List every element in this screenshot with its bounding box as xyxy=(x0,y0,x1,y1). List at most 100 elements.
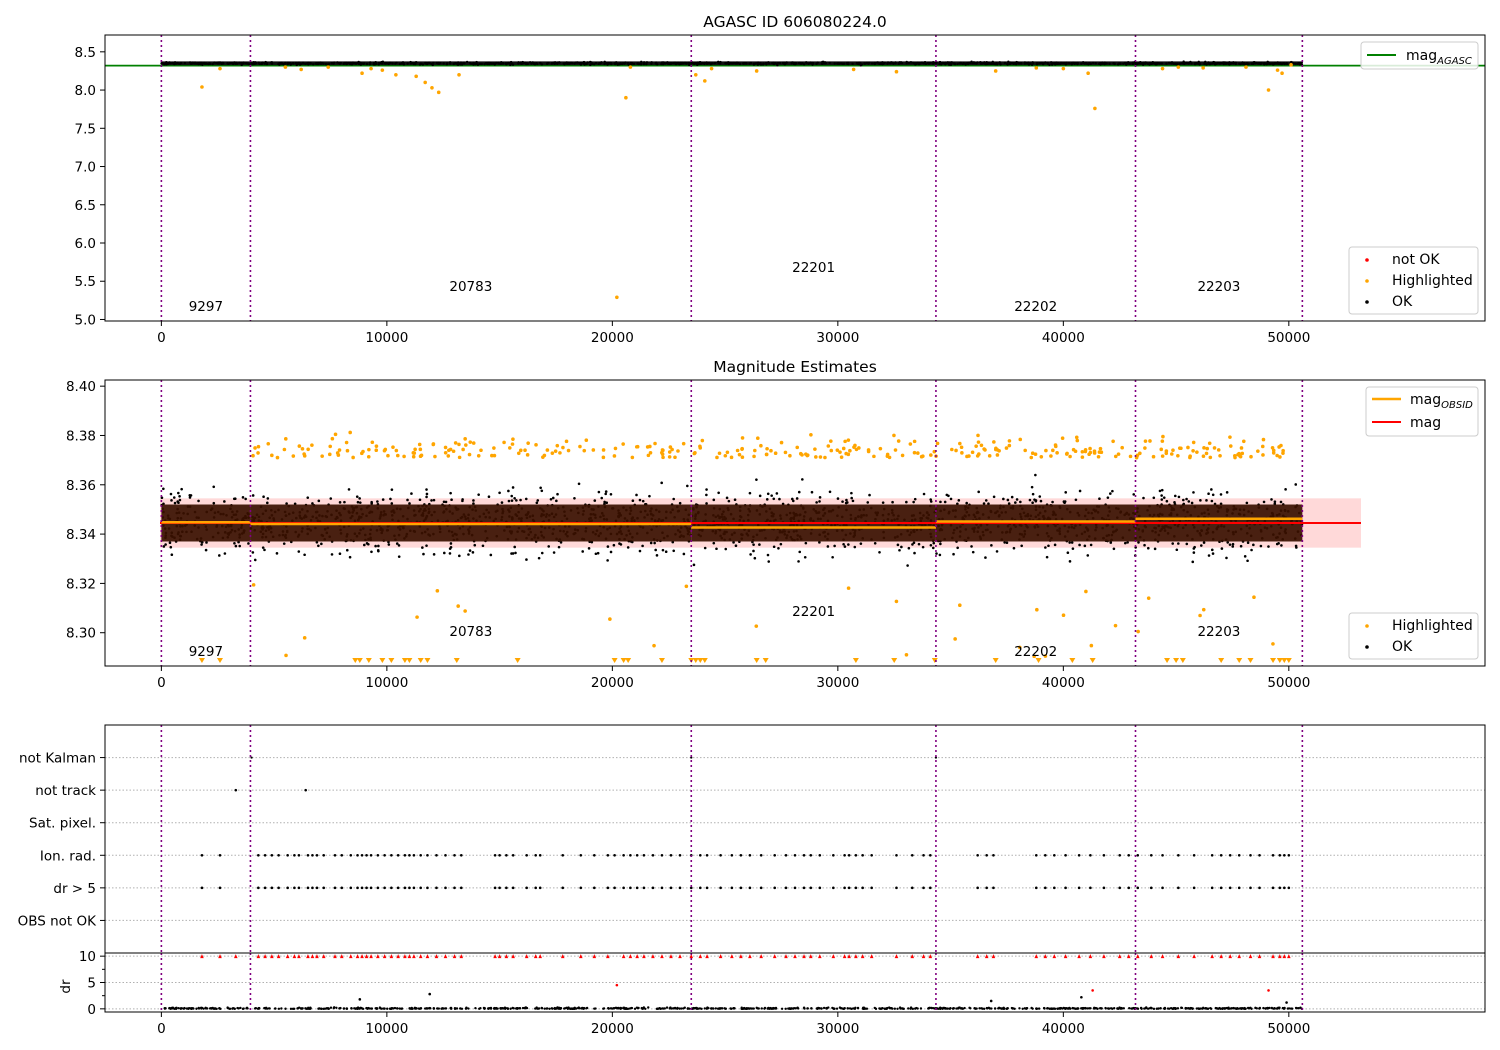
dr-ok-point xyxy=(633,1007,637,1010)
dr-ok-point xyxy=(202,1007,205,1010)
ok-point xyxy=(1031,492,1035,496)
dr-gt-5-point xyxy=(459,886,463,890)
dr-ok-point xyxy=(820,1007,823,1010)
ok-point xyxy=(593,499,597,502)
ok-point xyxy=(882,61,885,65)
dr-ok-point xyxy=(245,1007,248,1010)
ok-point xyxy=(870,62,874,65)
highlighted-point xyxy=(1143,439,1148,443)
highlighted-point xyxy=(648,450,653,455)
dr-ok-point xyxy=(173,1007,177,1010)
ok-point xyxy=(687,61,690,64)
ion-rad-point xyxy=(1287,853,1291,857)
dr-gt-5-point xyxy=(928,886,932,890)
y-tick-label: 8.0 xyxy=(75,83,96,99)
ok-point xyxy=(329,497,333,500)
ok-point xyxy=(353,61,356,65)
dr-ok-point xyxy=(856,1006,860,1010)
ok-point xyxy=(642,61,646,65)
ok-point xyxy=(1047,544,1050,548)
ok-point xyxy=(1252,543,1255,547)
highlighted-point xyxy=(735,448,740,453)
ok-point xyxy=(398,62,402,66)
ok-point xyxy=(299,62,303,66)
ok-point xyxy=(1250,548,1253,552)
ok-point xyxy=(672,497,675,501)
ok-point xyxy=(253,558,257,562)
ok-point xyxy=(1041,63,1045,66)
highlighted-point xyxy=(661,455,665,460)
y-tick-label: 8.36 xyxy=(66,478,96,494)
ion-rad-point xyxy=(809,853,813,857)
highlighted-point xyxy=(382,448,387,453)
ok-point xyxy=(655,554,659,557)
highlighted-point xyxy=(1113,454,1118,459)
highlighted-point xyxy=(765,446,769,451)
dr-ok-point xyxy=(647,1006,650,1009)
ok-point xyxy=(803,555,807,559)
ok-point xyxy=(535,501,539,505)
ok-point xyxy=(443,551,446,555)
highlighted-point xyxy=(676,449,680,453)
ok-point xyxy=(631,499,635,502)
ok-point xyxy=(1170,61,1174,64)
highlighted-point xyxy=(502,440,506,445)
ok-point xyxy=(1160,62,1164,65)
highlighted-point xyxy=(1261,437,1266,442)
ok-point xyxy=(663,62,667,65)
ion-rad-point xyxy=(1283,853,1286,857)
dr-gt-5-point xyxy=(498,886,501,890)
ok-point xyxy=(1068,541,1071,544)
legend-highlighted-label: Highlighted xyxy=(1392,273,1473,289)
highlighted-point xyxy=(266,441,271,446)
ok-point xyxy=(1295,546,1298,549)
dr-ok-point xyxy=(843,1007,846,1010)
ion-rad-point xyxy=(419,853,422,857)
highlighted-point xyxy=(1191,440,1196,445)
ok-point xyxy=(775,62,779,66)
highlighted-point xyxy=(1176,65,1181,69)
dr-ok-point xyxy=(815,1007,819,1010)
dr-ok-point xyxy=(500,1007,504,1010)
ok-point xyxy=(432,498,436,502)
ok-point xyxy=(637,62,640,66)
ok-point xyxy=(971,550,975,554)
ok-point xyxy=(397,555,401,558)
ok-point xyxy=(1044,61,1047,64)
ok-point xyxy=(449,491,452,495)
ok-point xyxy=(263,548,266,552)
ok-point xyxy=(1246,62,1249,65)
x-tick-label: 10000 xyxy=(365,675,408,691)
ok-point xyxy=(648,494,651,498)
dr-ok-point xyxy=(242,1007,245,1010)
dr-ok-point xyxy=(339,1006,342,1010)
ok-point xyxy=(765,61,768,65)
ok-point xyxy=(1028,62,1031,65)
ok-point xyxy=(845,498,848,502)
ok-point xyxy=(620,62,624,66)
dr-gt-5-point xyxy=(511,886,515,890)
obsid-label: 22202 xyxy=(1014,299,1057,315)
ok-point xyxy=(1099,61,1102,65)
ok-point xyxy=(661,548,665,552)
dr-ok-point xyxy=(1289,1007,1293,1010)
ok-point xyxy=(851,62,854,66)
ok-point xyxy=(1064,63,1068,66)
highlighted-point xyxy=(826,444,831,448)
highlighted-point xyxy=(374,448,379,453)
dr-ok-point xyxy=(1157,1007,1160,1010)
ok-point xyxy=(725,496,729,500)
ion-rad-point xyxy=(1228,853,1232,857)
ok-point xyxy=(758,543,761,546)
ok-point xyxy=(609,550,613,554)
dr-gt-5-point xyxy=(444,886,447,890)
dr-ok-point xyxy=(840,1007,843,1010)
ok-point xyxy=(513,545,517,549)
ion-rad-point xyxy=(985,853,988,857)
ok-point xyxy=(888,61,892,65)
dr-ok-point xyxy=(810,1007,813,1010)
dr-ok-point xyxy=(345,1007,348,1010)
dr-ok-outlier xyxy=(989,999,993,1003)
dr-ok-point xyxy=(744,1007,748,1010)
estimates-point-legend: Highlighted OK xyxy=(1348,612,1479,660)
